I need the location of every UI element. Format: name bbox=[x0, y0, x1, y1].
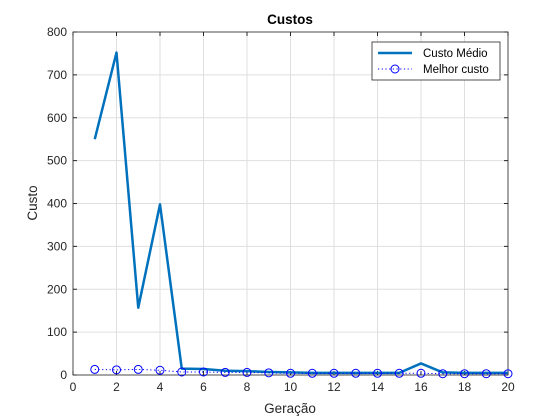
x-tick-label: 8 bbox=[244, 380, 251, 394]
y-tick-label: 100 bbox=[47, 325, 67, 339]
data-point-melhor-custo bbox=[373, 368, 382, 378]
x-tick-label: 0 bbox=[70, 380, 77, 394]
data-point-melhor-custo bbox=[220, 367, 230, 377]
legend: Custo Médio Melhor custo bbox=[371, 41, 501, 81]
data-point-melhor-custo bbox=[286, 368, 295, 378]
y-tick-label: 0 bbox=[60, 368, 67, 382]
y-axis-label: Custo bbox=[25, 185, 40, 220]
y-tick-label: 800 bbox=[47, 25, 67, 39]
data-point-melhor-custo bbox=[199, 367, 208, 377]
series-line-custo-medio bbox=[93, 51, 508, 375]
x-tick-label: 10 bbox=[284, 380, 298, 394]
data-point-melhor-custo bbox=[307, 368, 317, 378]
x-tick-label: 2 bbox=[113, 380, 120, 394]
axes-frame bbox=[72, 31, 509, 376]
data-point-melhor-custo bbox=[177, 367, 187, 377]
x-axis-label: Geração bbox=[264, 401, 316, 416]
x-tick-labels: 0 2 4 6 8 10 12 14 16 18 20 bbox=[70, 380, 515, 394]
y-tick-label: 300 bbox=[47, 239, 67, 253]
chart-title: Custos bbox=[267, 12, 313, 27]
x-tick-label: 20 bbox=[501, 380, 515, 394]
data-point-melhor-custo bbox=[155, 365, 165, 375]
legend-marker-melhor-custo bbox=[390, 64, 400, 74]
data-point-melhor-custo bbox=[503, 369, 513, 379]
data-point-melhor-custo bbox=[90, 364, 100, 374]
y-tick-label: 400 bbox=[47, 197, 67, 211]
x-tick-label: 16 bbox=[414, 380, 428, 394]
data-point-melhor-custo bbox=[329, 368, 339, 378]
x-tick-label: 12 bbox=[327, 380, 341, 394]
series-layer bbox=[90, 51, 513, 379]
data-point-melhor-custo bbox=[394, 368, 404, 378]
data-point-melhor-custo bbox=[351, 368, 361, 378]
x-tick-label: 4 bbox=[157, 380, 164, 394]
y-tick-label: 500 bbox=[47, 154, 67, 168]
y-tick-label: 200 bbox=[47, 282, 67, 296]
legend-label-melhor-custo: Melhor custo bbox=[423, 64, 489, 76]
data-point-melhor-custo bbox=[133, 364, 143, 374]
data-point-melhor-custo bbox=[242, 367, 252, 377]
data-point-melhor-custo bbox=[481, 369, 491, 379]
data-point-melhor-custo bbox=[438, 369, 448, 379]
data-point-melhor-custo bbox=[112, 365, 121, 375]
data-point-melhor-custo bbox=[264, 368, 274, 378]
y-tick-labels: 0 100 200 300 400 500 600 700 800 bbox=[47, 25, 67, 382]
x-tick-label: 6 bbox=[200, 380, 207, 394]
legend-label-custo-medio: Custo Médio bbox=[423, 48, 488, 60]
data-point-melhor-custo bbox=[416, 368, 426, 378]
x-tick-label: 14 bbox=[371, 380, 385, 394]
legend-box bbox=[371, 41, 501, 81]
data-point-melhor-custo bbox=[460, 369, 469, 379]
x-tick-label: 18 bbox=[458, 380, 472, 394]
y-tick-label: 600 bbox=[47, 111, 67, 125]
y-tick-label: 700 bbox=[47, 68, 67, 82]
